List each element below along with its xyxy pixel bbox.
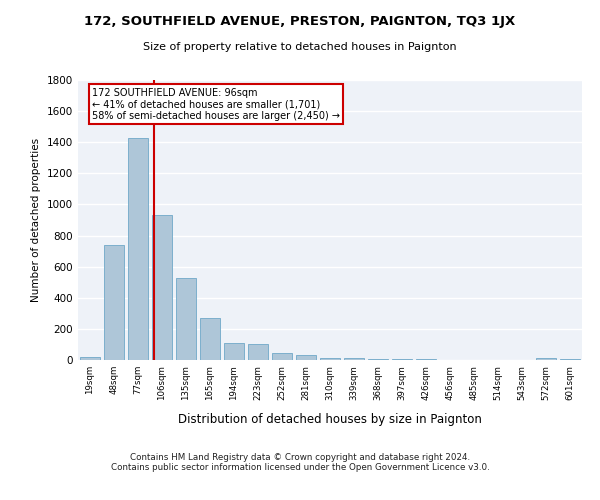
Bar	[296, 356, 316, 360]
Bar	[80, 357, 100, 360]
Bar	[104, 245, 124, 360]
Bar	[128, 138, 148, 360]
Text: 172, SOUTHFIELD AVENUE, PRESTON, PAIGNTON, TQ3 1JX: 172, SOUTHFIELD AVENUE, PRESTON, PAIGNTO…	[85, 15, 515, 28]
Bar	[176, 278, 196, 360]
Text: 172 SOUTHFIELD AVENUE: 96sqm
← 41% of detached houses are smaller (1,701)
58% of: 172 SOUTHFIELD AVENUE: 96sqm ← 41% of de…	[92, 88, 340, 121]
Bar	[200, 318, 220, 360]
Bar	[272, 353, 292, 360]
Text: Distribution of detached houses by size in Paignton: Distribution of detached houses by size …	[178, 412, 482, 426]
Text: Contains HM Land Registry data © Crown copyright and database right 2024.
Contai: Contains HM Land Registry data © Crown c…	[110, 453, 490, 472]
Bar	[224, 343, 244, 360]
Bar	[320, 358, 340, 360]
Y-axis label: Number of detached properties: Number of detached properties	[31, 138, 41, 302]
Bar	[416, 359, 436, 360]
Bar	[392, 359, 412, 360]
Bar	[248, 344, 268, 360]
Bar	[368, 359, 388, 360]
Text: Size of property relative to detached houses in Paignton: Size of property relative to detached ho…	[143, 42, 457, 52]
Bar	[536, 358, 556, 360]
Bar	[344, 358, 364, 360]
Bar	[560, 359, 580, 360]
Bar	[152, 216, 172, 360]
